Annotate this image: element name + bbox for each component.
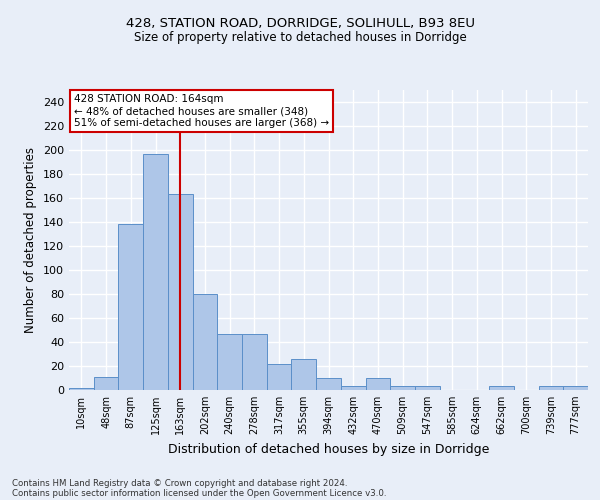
Bar (118, 224, 143, 390)
Bar (341, 386, 365, 390)
Bar (143, 154, 168, 390)
Bar (539, 386, 563, 390)
Text: 428 STATION ROAD: 164sqm
← 48% of detached houses are smaller (348)
51% of semi-: 428 STATION ROAD: 164sqm ← 48% of detach… (74, 94, 329, 128)
Bar (267, 364, 292, 390)
Text: Contains HM Land Registry data © Crown copyright and database right 2024.: Contains HM Land Registry data © Crown c… (12, 478, 347, 488)
Bar (242, 334, 267, 390)
Text: Contains public sector information licensed under the Open Government Licence v3: Contains public sector information licen… (12, 488, 386, 498)
Bar (415, 386, 440, 390)
Bar (94, 377, 118, 390)
Bar (168, 194, 193, 390)
Bar (365, 378, 390, 390)
Text: Size of property relative to detached houses in Dorridge: Size of property relative to detached ho… (134, 31, 466, 44)
Bar (563, 386, 588, 390)
Bar (292, 359, 316, 390)
Bar (316, 378, 341, 390)
X-axis label: Distribution of detached houses by size in Dorridge: Distribution of detached houses by size … (168, 442, 489, 456)
Text: 428, STATION ROAD, DORRIDGE, SOLIHULL, B93 8EU: 428, STATION ROAD, DORRIDGE, SOLIHULL, B… (125, 18, 475, 30)
Bar (390, 386, 415, 390)
Y-axis label: Number of detached properties: Number of detached properties (25, 147, 37, 333)
Bar (69, 388, 94, 390)
Bar (489, 386, 514, 390)
Bar (217, 334, 242, 390)
Bar (193, 294, 217, 390)
